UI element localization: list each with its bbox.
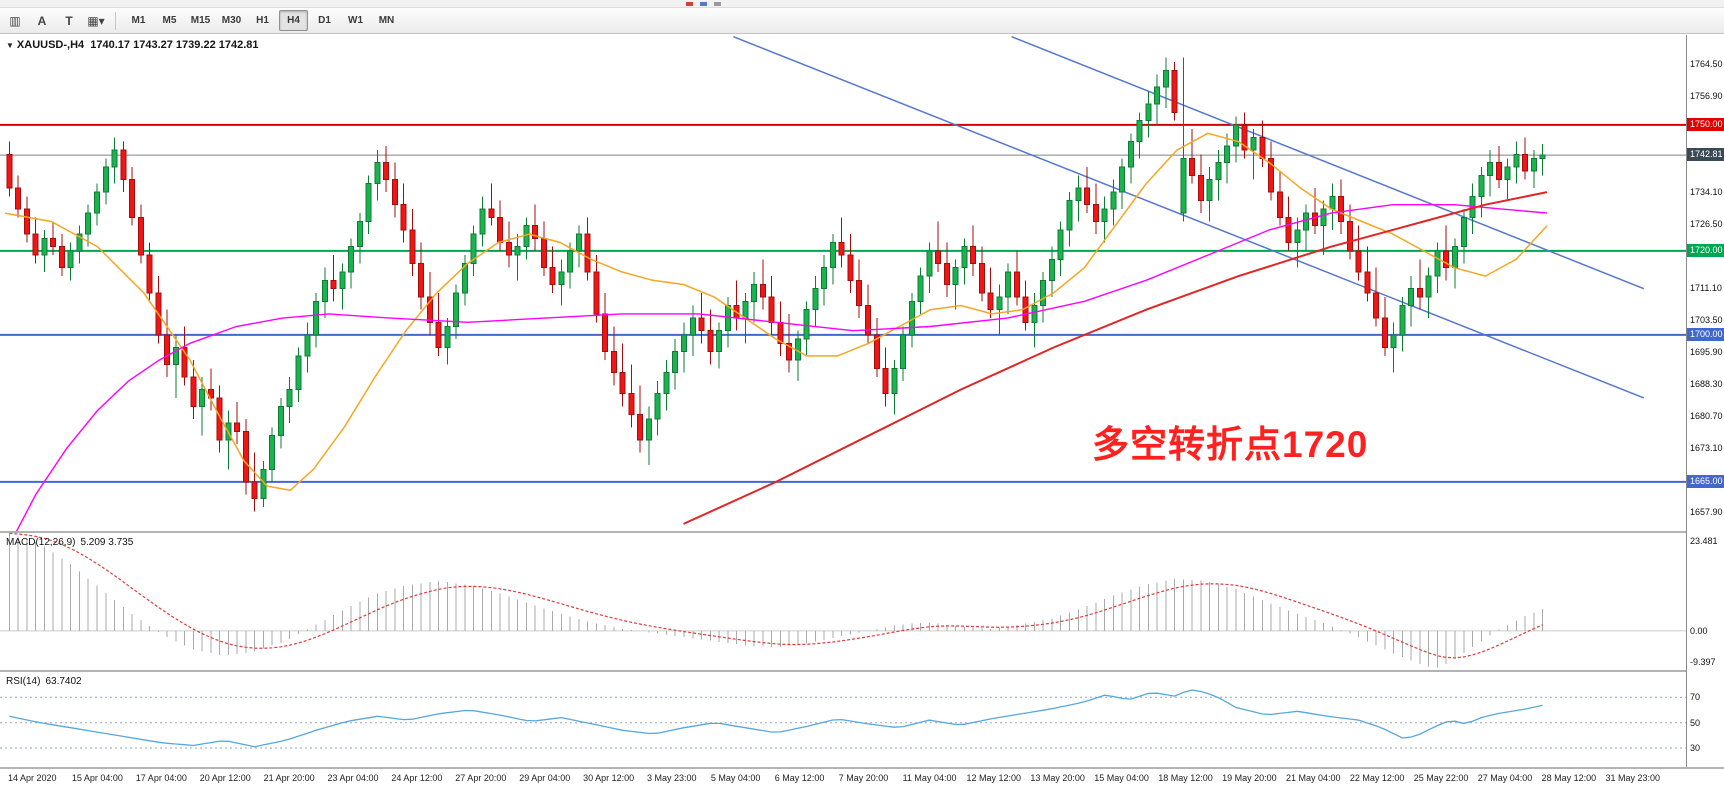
- rsi-name: RSI(14): [6, 676, 41, 687]
- macd-name: MACD(12,26,9): [6, 537, 76, 548]
- time-label: 15 May 04:00: [1094, 773, 1149, 783]
- symbol-label: XAUUSD-,H4: [16, 39, 85, 51]
- time-label: 17 Apr 04:00: [135, 773, 187, 783]
- time-label: 28 May 12:00: [1541, 773, 1597, 783]
- time-label: 20 Apr 12:00: [199, 773, 251, 783]
- axis-label: 1673.10: [1690, 442, 1723, 453]
- timeframe-m15-button[interactable]: M15: [190, 15, 211, 26]
- symbol-dropdown-icon[interactable]: ▼: [6, 41, 14, 50]
- time-label: 12 May 12:00: [966, 773, 1022, 783]
- time-label: 19 May 20:00: [1222, 773, 1277, 783]
- axis-label: 23.481: [1690, 536, 1718, 546]
- price-scale[interactable]: 1764.50 1756.90 1734.10 1726.50 1711.10 1703.…: [1686, 35, 1724, 767]
- timeframe-m5-button[interactable]: M5: [162, 15, 177, 26]
- axis-label: 0.00: [1690, 625, 1708, 636]
- axis-label: 70: [1690, 692, 1701, 703]
- axis-label: 1657.90: [1690, 506, 1723, 517]
- tool-text-a-button[interactable]: A: [37, 13, 47, 28]
- time-label: 21 Apr 20:00: [263, 773, 315, 783]
- time-label: 3 May 23:00: [647, 773, 697, 783]
- time-label: 31 May 23:00: [1605, 773, 1661, 783]
- macd-panel[interactable]: [0, 532, 1686, 670]
- axis-label: -9.397: [1690, 657, 1716, 667]
- axis-label: 1726.50: [1690, 218, 1723, 229]
- annotation-text: 多空转折点1720: [1092, 424, 1369, 465]
- timeframe-h4-button[interactable]: H4: [279, 10, 308, 31]
- tool-chart-type-button[interactable]: ▦▾: [87, 13, 105, 28]
- time-label: 27 Apr 20:00: [455, 773, 507, 783]
- price-badge-1742.81: 1742.81: [1687, 148, 1724, 162]
- time-axis[interactable]: 14 Apr 2020 15 Apr 04:00 17 Apr 04:00 20 Ap…: [0, 769, 1724, 788]
- price-badge-1720.00: 1720.00: [1687, 243, 1724, 257]
- time-label: 15 Apr 04:00: [71, 773, 123, 783]
- rsi-panel[interactable]: [0, 672, 1686, 767]
- macd-values: 5.209 3.735: [80, 537, 134, 548]
- window-top-glyph: [714, 2, 721, 6]
- axis-label: 50: [1690, 717, 1701, 728]
- axis-label: 1734.10: [1690, 186, 1723, 197]
- time-label: 25 May 22:00: [1413, 773, 1469, 783]
- panel-separator[interactable]: [0, 670, 1724, 672]
- drawing-tools-group: ▥ A T ▦▾: [0, 10, 108, 32]
- window-top-glyph: [700, 2, 707, 6]
- timeframe-group: M1 M5 M15 M30 H1 H4 D1 W1 MN: [123, 10, 402, 31]
- time-label: 22 May 12:00: [1349, 773, 1405, 783]
- timeframe-m1-button[interactable]: M1: [131, 15, 146, 26]
- time-label: 7 May 20:00: [838, 773, 889, 783]
- time-label: 11 May 04:00: [902, 773, 957, 783]
- time-label: 30 Apr 12:00: [583, 773, 635, 783]
- axis-label: 1764.50: [1690, 58, 1723, 69]
- panel-separator: [0, 767, 1724, 769]
- window-top-edge: [0, 0, 1724, 8]
- tool-text-t-button[interactable]: T: [65, 13, 73, 28]
- price-badge-1750.00: 1750.00: [1687, 117, 1724, 131]
- time-label: 5 May 04:00: [710, 773, 761, 783]
- axis-label: 1680.70: [1690, 410, 1723, 421]
- time-label: 18 May 12:00: [1158, 773, 1213, 783]
- main-chart-plot[interactable]: [0, 35, 1686, 554]
- rsi-title: RSI(14) 63.7402: [6, 676, 87, 687]
- tool-indicators-button[interactable]: ▥: [9, 13, 21, 28]
- time-label: 13 May 20:00: [1030, 773, 1085, 783]
- timeframe-h1-button[interactable]: H1: [256, 15, 269, 26]
- time-label: 21 May 04:00: [1286, 773, 1341, 783]
- toolbar-separator: [115, 11, 116, 30]
- chart-ohlc-header: ▼ XAUUSD-,H4 1740.17 1743.27 1739.22 1742…: [6, 39, 259, 51]
- axis-label: 1695.90: [1690, 347, 1723, 358]
- rsi-value: 63.7402: [45, 676, 82, 687]
- timeframe-mn-button[interactable]: MN: [378, 15, 395, 26]
- time-label: 24 Apr 12:00: [391, 773, 443, 783]
- time-label: 27 May 04:00: [1477, 773, 1533, 783]
- time-label: 29 Apr 04:00: [519, 773, 571, 783]
- time-label: 23 Apr 04:00: [327, 773, 379, 783]
- price-badge-1665.00: 1665.00: [1687, 474, 1724, 488]
- axis-label: 1711.10: [1690, 283, 1722, 294]
- macd-title: MACD(12,26,9) 5.209 3.735: [6, 537, 138, 548]
- axis-label: 30: [1690, 743, 1701, 753]
- price-badge-1700.00: 1700.00: [1687, 327, 1724, 341]
- axis-label: 1756.90: [1690, 90, 1723, 101]
- panel-separator[interactable]: [0, 531, 1724, 533]
- chart-toolbar: ▥ A T ▦▾ M1 M5 M15 M30 H1 H4 D1 W1 MN: [0, 8, 1724, 34]
- time-label: 14 Apr 2020: [8, 773, 57, 783]
- window-top-glyph: [686, 2, 693, 6]
- timeframe-w1-button[interactable]: W1: [348, 15, 363, 26]
- axis-label: 1688.30: [1690, 379, 1723, 389]
- timeframe-d1-button[interactable]: D1: [318, 15, 331, 26]
- time-label: 6 May 12:00: [774, 773, 825, 783]
- axis-label: 1703.50: [1690, 315, 1723, 326]
- timeframe-m30-button[interactable]: M30: [221, 15, 242, 26]
- ohlc-values: 1740.17 1743.27 1739.22 1742.81: [90, 39, 259, 51]
